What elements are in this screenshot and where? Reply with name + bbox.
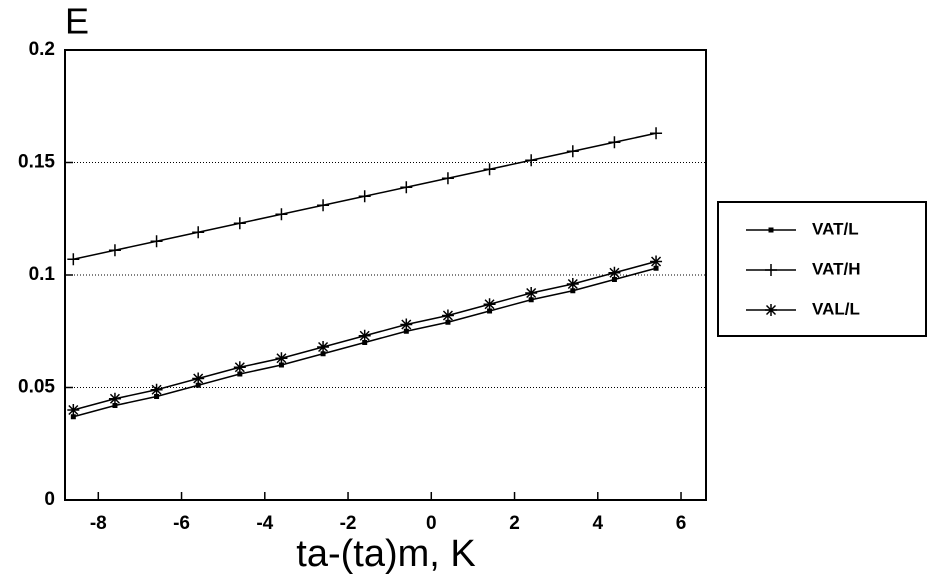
marker — [441, 172, 454, 185]
marker — [483, 163, 496, 176]
y-axis-label: E — [65, 1, 89, 42]
marker — [70, 414, 76, 420]
marker — [525, 154, 538, 167]
marker — [317, 341, 330, 353]
y-tick-label: 0 — [44, 489, 55, 510]
x-tick-label: -6 — [173, 513, 190, 534]
legend-label: VAL/L — [812, 299, 860, 318]
x-tick-label: 4 — [592, 513, 603, 534]
marker — [195, 382, 201, 388]
x-tick-label: -2 — [340, 513, 357, 534]
plot-frame — [64, 49, 707, 501]
marker — [566, 145, 579, 158]
marker — [403, 328, 409, 334]
marker — [650, 127, 663, 140]
marker — [67, 404, 80, 416]
marker — [275, 208, 288, 221]
legend-marker — [768, 227, 774, 233]
marker — [317, 199, 330, 212]
x-tick-label: 6 — [676, 513, 687, 534]
marker — [275, 352, 288, 365]
marker — [150, 383, 163, 396]
marker — [487, 308, 493, 314]
marker — [445, 319, 451, 325]
marker — [650, 255, 663, 268]
marker — [358, 329, 371, 342]
marker — [67, 253, 80, 266]
marker — [525, 287, 538, 299]
legend-marker — [765, 304, 777, 316]
marker — [570, 288, 576, 294]
marker — [108, 392, 121, 405]
marker — [362, 340, 368, 345]
y-tick-label: 0.1 — [29, 264, 56, 285]
marker — [150, 235, 163, 248]
x-tick-label: -4 — [256, 513, 273, 534]
marker — [192, 226, 205, 239]
marker — [653, 265, 659, 271]
x-tick-label: 2 — [509, 513, 520, 534]
marker — [528, 297, 534, 303]
marker — [358, 190, 371, 203]
marker — [278, 362, 284, 368]
x-tick-label: 0 — [426, 513, 437, 534]
marker — [233, 217, 246, 230]
marker — [237, 371, 243, 377]
marker — [192, 372, 205, 385]
x-axis-label: ta-(ta)m, K — [296, 533, 475, 575]
x-tick-label: -8 — [90, 513, 107, 534]
marker — [233, 361, 246, 374]
marker — [611, 277, 617, 282]
legend-label: VAT/H — [812, 259, 860, 278]
marker — [154, 394, 160, 399]
marker — [112, 403, 118, 408]
marker — [483, 298, 496, 311]
legend-box — [717, 201, 927, 337]
y-tick-label: 0.05 — [18, 377, 55, 398]
y-tick-label: 0.15 — [18, 152, 55, 173]
marker — [108, 244, 121, 257]
marker — [608, 266, 621, 279]
marker — [441, 309, 454, 322]
marker — [320, 351, 326, 357]
y-tick-label: 0.2 — [29, 39, 55, 60]
legend-marker — [765, 264, 777, 276]
marker — [566, 278, 579, 290]
marker — [400, 318, 413, 331]
marker — [608, 136, 621, 149]
marker — [400, 181, 413, 194]
legend-label: VAT/L — [812, 219, 859, 238]
